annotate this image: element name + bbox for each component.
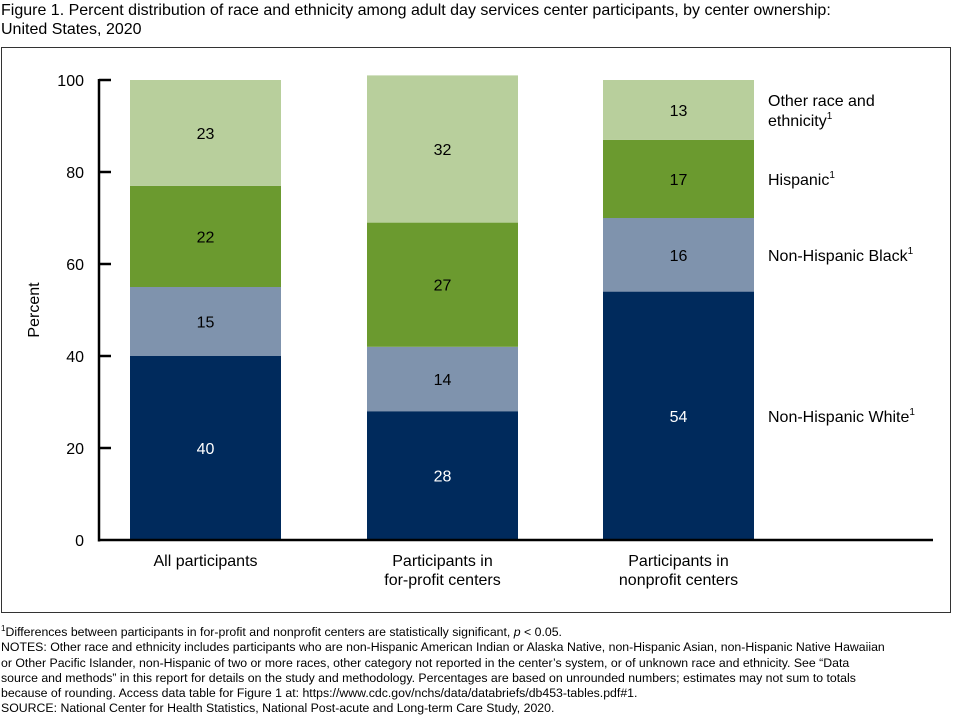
data-label-other-race-and-ethnicity-participants-in-for-profit-centers: 32 [434, 142, 452, 159]
bar-segment-other-race-and-ethnicity-all-participants [130, 80, 281, 186]
legend-footnote-mark: 1 [829, 170, 835, 181]
notes-line-1: NOTES: Other race and ethnicity includes… [1, 640, 885, 655]
bar-segment-non-hispanic-white-participants-in-nonprofit-centers [603, 291, 754, 540]
legend-group: Non-Hispanic White1 Non-Hispanic Black1 Hi… [768, 93, 915, 426]
legend-footnote-mark: 1 [909, 407, 915, 418]
y-axis-title: Percent [26, 282, 43, 338]
legend-label-non-hispanic-black: Non-Hispanic Black1 [768, 246, 914, 265]
y-tick-label: 0 [75, 533, 84, 550]
data-label-other-race-and-ethnicity-participants-in-nonprofit-centers: 13 [670, 103, 688, 120]
data-label-non-hispanic-black-participants-in-nonprofit-centers: 16 [670, 248, 688, 265]
bar-segment-non-hispanic-black-all-participants [130, 287, 281, 356]
footnote-mark: 1 [1, 623, 6, 633]
bar-segment-other-race-and-ethnicity-participants-in-nonprofit-centers [603, 80, 754, 140]
x-tick-label: for-profit centers [384, 572, 500, 589]
footnote-text-post: < 0.05. [520, 625, 562, 639]
legend-label-other-race-and-ethnicity: Other race and [768, 93, 875, 110]
footnotes: 1Differences between participants in for… [1, 623, 959, 717]
legend-label-other-race-and-ethnicity: ethnicity1 [768, 111, 833, 130]
bar-segment-non-hispanic-black-participants-in-nonprofit-centers [603, 218, 754, 292]
significance-footnote: 1Differences between participants in for… [1, 623, 959, 640]
data-label-hispanic-participants-in-nonprofit-centers: 17 [670, 172, 688, 189]
footnote-p: p [513, 625, 521, 639]
bar-segment-non-hispanic-white-participants-in-for-profit-centers [367, 411, 518, 540]
legend-label-hispanic: Hispanic1 [768, 170, 835, 189]
x-tick-label: All participants [153, 553, 257, 570]
legend-footnote-mark: 1 [827, 111, 833, 122]
bar-segment-hispanic-all-participants [130, 185, 281, 287]
x-tick-label: Participants in [392, 553, 493, 570]
notes-line-4: because of rounding. Access data table f… [1, 686, 638, 701]
legend-footnote-mark: 1 [908, 246, 914, 257]
bar-segment-hispanic-participants-in-nonprofit-centers [603, 139, 754, 218]
y-tick-label: 20 [66, 441, 84, 458]
notes-line-2: or Other Pacific Islander, non-Hispanic … [1, 655, 850, 670]
notes-line-3: source and methods” in this report for d… [1, 670, 856, 685]
bar-segment-hispanic-participants-in-for-profit-centers [367, 222, 518, 347]
y-tick-label: 100 [57, 73, 84, 90]
axes-group: All participants Participants in for-profi… [26, 73, 933, 589]
bar-segment-other-race-and-ethnicity-participants-in-for-profit-centers [367, 75, 518, 223]
chart-frame [1, 47, 951, 613]
figure-title-line-1: Figure 1. Percent distribution of race a… [1, 2, 831, 19]
data-label-non-hispanic-black-participants-in-for-profit-centers: 14 [434, 372, 452, 389]
data-label-hispanic-all-participants: 22 [197, 229, 215, 246]
x-tick-label: nonprofit centers [619, 572, 738, 589]
bar-segment-non-hispanic-black-participants-in-for-profit-centers [367, 346, 518, 412]
bar-segment-non-hispanic-white-all-participants [130, 356, 281, 540]
footnote-text-pre: Differences between participants in for-… [5, 625, 514, 639]
data-label-non-hispanic-white-participants-in-for-profit-centers: 28 [434, 469, 452, 486]
source-line: SOURCE: National Center for Health Stati… [1, 701, 555, 716]
x-tick-label: Participants in [628, 553, 729, 570]
data-label-non-hispanic-white-participants-in-nonprofit-centers: 54 [670, 409, 688, 426]
y-tick-label: 40 [66, 349, 84, 366]
bars-group: 40 15 22 23 28 14 27 32 54 16 17 13 [130, 75, 754, 540]
y-tick-label: 60 [66, 257, 84, 274]
legend-label-non-hispanic-white: Non-Hispanic White1 [768, 407, 915, 426]
data-label-hispanic-participants-in-for-profit-centers: 27 [434, 278, 452, 295]
y-tick-label: 80 [66, 165, 84, 182]
data-label-other-race-and-ethnicity-all-participants: 23 [197, 126, 215, 143]
figure-title-line-2: United States, 2020 [1, 21, 142, 38]
data-label-non-hispanic-white-all-participants: 40 [197, 441, 215, 458]
figure-title: Figure 1. Percent distribution of race a… [1, 1, 956, 39]
data-label-non-hispanic-black-all-participants: 15 [197, 315, 215, 332]
